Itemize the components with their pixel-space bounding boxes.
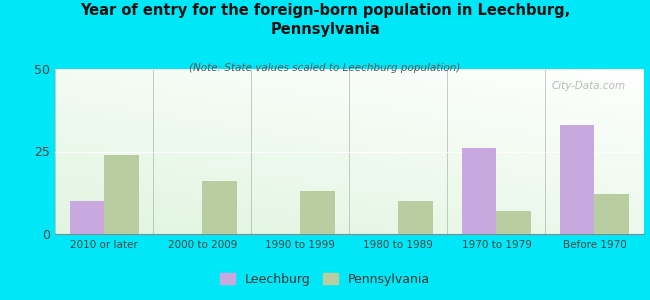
Bar (398, 201, 433, 234)
Text: Year of entry for the foreign-born population in Leechburg,
Pennsylvania: Year of entry for the foreign-born popul… (80, 3, 570, 37)
Bar (497, 211, 531, 234)
Bar (560, 125, 595, 234)
Bar (70, 201, 104, 234)
Text: City-Data.com: City-Data.com (552, 80, 626, 91)
Bar (462, 148, 497, 234)
Bar (300, 191, 335, 234)
Text: (Note: State values scaled to Leechburg population): (Note: State values scaled to Leechburg … (189, 63, 461, 73)
Bar (202, 181, 237, 234)
Legend: Leechburg, Pennsylvania: Leechburg, Pennsylvania (214, 268, 436, 291)
Bar (595, 194, 629, 234)
Bar (104, 155, 138, 234)
